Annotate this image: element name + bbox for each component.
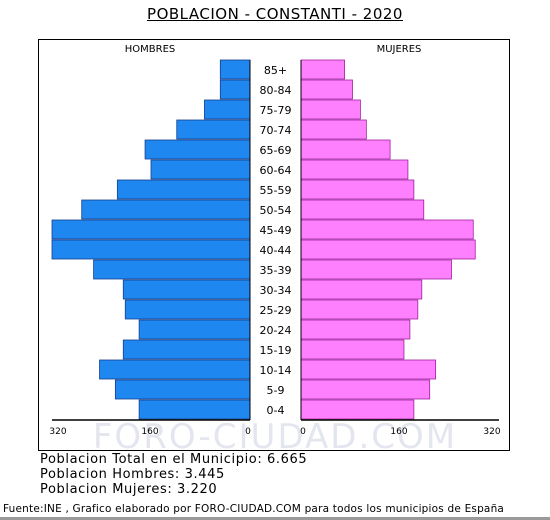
bar-hombres-55-59 xyxy=(116,179,251,200)
age-label-60-64: 60-64 xyxy=(260,164,292,177)
age-label-75-79: 75-79 xyxy=(260,104,292,117)
header-hombres: HOMBRES xyxy=(125,44,176,55)
bar-mujeres-70-74 xyxy=(300,119,367,140)
bar-hombres-30-34 xyxy=(122,279,251,300)
bar-hombres-25-29 xyxy=(124,299,251,320)
stat-total: Poblacion Total en el Municipio: 6.665 xyxy=(40,452,308,467)
bar-hombres-75-79 xyxy=(204,99,251,120)
age-label-30-34: 30-34 xyxy=(260,284,292,297)
age-label-25-29: 25-29 xyxy=(260,304,292,317)
watermark: FORO-CIUDAD.COM xyxy=(93,417,457,457)
bar-mujeres-30-34 xyxy=(300,279,423,300)
x-tick-label: 0 xyxy=(300,427,306,437)
bar-mujeres-75-79 xyxy=(300,99,361,120)
x-tick-label: 160 xyxy=(390,427,407,437)
bar-mujeres-60-64 xyxy=(300,159,409,180)
bar-mujeres-15-19 xyxy=(300,339,405,360)
stat-hombres: Poblacion Hombres: 3.445 xyxy=(40,467,225,482)
population-stats: Poblacion Total en el Municipio: 6.665 P… xyxy=(40,452,307,497)
header-mujeres: MUJERES xyxy=(377,44,422,55)
bar-mujeres-20-24 xyxy=(300,319,411,340)
bar-hombres-5-9 xyxy=(114,379,251,400)
bar-mujeres-80-84 xyxy=(300,79,353,100)
age-label-50-54: 50-54 xyxy=(260,204,292,217)
age-label-45-49: 45-49 xyxy=(260,224,292,237)
x-tick-label: 0 xyxy=(245,427,251,437)
footer-divider xyxy=(0,517,550,520)
bar-mujeres-40-44 xyxy=(300,239,476,260)
bar-mujeres-85+ xyxy=(300,59,345,80)
age-label-5-9: 5-9 xyxy=(267,384,285,397)
bar-hombres-20-24 xyxy=(138,319,251,340)
bar-mujeres-10-14 xyxy=(300,359,437,380)
bar-hombres-15-19 xyxy=(122,339,251,360)
bar-mujeres-5-9 xyxy=(300,379,431,400)
bar-mujeres-45-49 xyxy=(300,219,474,240)
stat-mujeres: Poblacion Mujeres: 3.220 xyxy=(40,482,218,497)
bar-hombres-40-44 xyxy=(51,239,251,260)
bar-mujeres-65-69 xyxy=(300,139,391,160)
bar-hombres-10-14 xyxy=(99,359,251,380)
age-label-0-4: 0-4 xyxy=(267,404,285,417)
bar-hombres-45-49 xyxy=(51,219,251,240)
age-label-85+: 85+ xyxy=(264,64,287,77)
bar-mujeres-50-54 xyxy=(300,199,425,220)
bar-hombres-50-54 xyxy=(81,199,251,220)
bar-hombres-65-69 xyxy=(144,139,251,160)
age-label-20-24: 20-24 xyxy=(260,324,292,337)
bar-hombres-60-64 xyxy=(150,159,251,180)
bar-mujeres-35-39 xyxy=(300,259,452,280)
age-label-80-84: 80-84 xyxy=(260,84,292,97)
x-tick-label: 320 xyxy=(483,427,500,437)
x-tick-label: 160 xyxy=(141,427,158,437)
x-tick-label: 320 xyxy=(49,427,66,437)
chart-title: POBLACION - CONSTANTI - 2020 xyxy=(147,5,403,23)
bar-mujeres-25-29 xyxy=(300,299,419,320)
age-label-70-74: 70-74 xyxy=(260,124,292,137)
bar-hombres-70-74 xyxy=(176,119,251,140)
age-label-35-39: 35-39 xyxy=(260,264,292,277)
bar-hombres-80-84 xyxy=(219,79,251,100)
bar-hombres-85+ xyxy=(219,59,251,80)
age-label-10-14: 10-14 xyxy=(260,364,292,377)
age-label-15-19: 15-19 xyxy=(260,344,292,357)
age-label-40-44: 40-44 xyxy=(260,244,292,257)
bar-mujeres-55-59 xyxy=(300,179,415,200)
age-label-65-69: 65-69 xyxy=(260,144,292,157)
bar-hombres-35-39 xyxy=(93,259,251,280)
source-note: Fuente:INE , Grafico elaborado por FORO-… xyxy=(3,503,505,515)
age-label-55-59: 55-59 xyxy=(260,184,292,197)
